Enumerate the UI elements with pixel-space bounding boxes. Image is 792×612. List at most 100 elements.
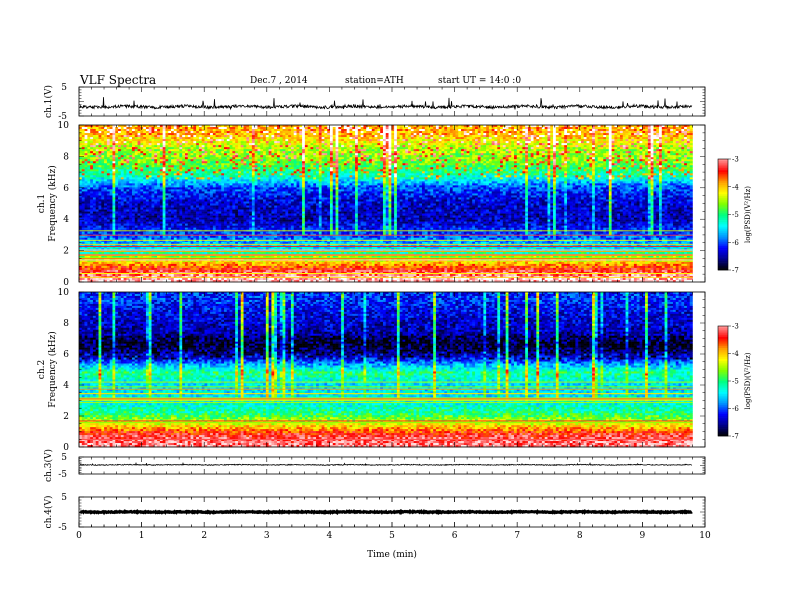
spectrogram-cell <box>252 141 255 143</box>
spectrogram-cell <box>99 165 102 167</box>
spectrogram-cell <box>483 143 486 145</box>
spectrogram-cell <box>578 137 581 139</box>
spectrogram-cell <box>132 141 135 143</box>
spectrogram-cell <box>380 131 383 133</box>
spectrogram-cell <box>483 165 486 167</box>
spectrogram-cell <box>455 151 458 153</box>
spectrogram-cell <box>483 141 486 143</box>
spectrogram-cell <box>154 149 157 151</box>
spectrogram-cell <box>244 153 247 155</box>
spectrogram-cell <box>333 145 336 147</box>
spectrogram-cell <box>439 131 442 133</box>
spectrogram-cell <box>322 137 325 139</box>
spectrogram-cell <box>238 129 241 131</box>
spectrogram-cell <box>547 149 550 151</box>
spectrogram-cell <box>433 165 436 167</box>
spectrogram-cell <box>620 149 623 151</box>
spectrogram-cell <box>126 147 129 149</box>
spectrogram-cell <box>246 149 249 151</box>
spectrogram-cell <box>511 131 514 133</box>
spectrogram-cell <box>581 163 584 165</box>
spectrogram-cell <box>338 127 341 129</box>
spectrogram-cell <box>587 149 590 151</box>
spectrogram-cell <box>193 163 196 165</box>
spectrogram-cell <box>606 137 609 139</box>
spectrogram-cell <box>230 147 233 149</box>
spectrogram-cell <box>171 137 174 139</box>
spectrogram-cell <box>232 165 235 167</box>
spectrogram-cell <box>433 135 436 137</box>
spectrogram-cell <box>90 161 93 163</box>
spectrogram-cell <box>436 159 439 161</box>
spectrogram-cell <box>645 137 648 139</box>
spectrogram-cell <box>363 133 366 135</box>
spectrogram-cell <box>419 135 422 137</box>
spectrogram-cell <box>676 133 679 135</box>
spectrogram-cell <box>642 147 645 149</box>
spectrogram-cell <box>391 161 394 163</box>
spectrogram-cell <box>408 129 411 131</box>
spectrogram-cell <box>135 139 138 141</box>
spectrogram-cell <box>517 149 520 151</box>
spectrogram-cell <box>216 143 219 145</box>
spectrogram-cell <box>165 159 168 161</box>
spectrogram-cell <box>517 145 520 147</box>
spectrogram-cell <box>305 147 308 149</box>
spectrogram-cell <box>302 165 305 167</box>
spectrogram-cell <box>389 161 392 163</box>
spectrogram-cell <box>143 143 146 145</box>
spectrogram-cell <box>149 157 152 159</box>
spectrogram-cell <box>508 131 511 133</box>
spectrogram-cell <box>143 151 146 153</box>
spectrogram-cell <box>297 135 300 137</box>
spectrogram-cell <box>93 135 96 137</box>
spectrogram-cell <box>336 163 339 165</box>
spectrogram-cell <box>324 151 327 153</box>
spectrogram-cell <box>99 127 102 129</box>
spectrogram-cell <box>288 155 291 157</box>
spectrogram-cell <box>238 137 241 139</box>
spectrogram-cell <box>600 145 603 147</box>
spectrogram-cell <box>681 127 684 129</box>
spectrogram-cell <box>500 147 503 149</box>
spectrogram-cell <box>522 133 525 135</box>
spectrogram-cell <box>598 143 601 145</box>
spectrogram-cell <box>439 157 442 159</box>
spectrogram-cell <box>500 127 503 129</box>
spectrogram-cell <box>112 159 115 161</box>
spectrogram-cell <box>483 159 486 161</box>
spectrogram-cell <box>673 131 676 133</box>
spectrogram-cell <box>478 129 481 131</box>
spectrogram-cell <box>589 161 592 163</box>
spectrogram-cell <box>369 135 372 137</box>
spectrogram-cell <box>614 163 617 165</box>
spectrogram-cell <box>207 147 210 149</box>
spectrogram-cell <box>575 129 578 131</box>
spectrogram-cell <box>319 159 322 161</box>
spectrogram-cell <box>389 159 392 161</box>
spectrogram-cell <box>450 139 453 141</box>
spectrogram-cell <box>207 151 210 153</box>
spectrogram-cell <box>257 127 260 129</box>
spectrogram-cell <box>653 129 656 131</box>
spectrogram-cell <box>257 161 260 163</box>
spectrogram-cell <box>93 153 96 155</box>
spectrogram-cell <box>138 143 141 145</box>
spectrogram-cell <box>425 155 428 157</box>
spectrogram-cell <box>570 147 573 149</box>
spectrogram-cell <box>394 163 397 165</box>
spectrogram-cell <box>400 159 403 161</box>
spectrogram-cell <box>333 127 336 129</box>
spectrogram-cell <box>656 163 659 165</box>
spectrogram-cell <box>534 127 537 129</box>
spectrogram-cell <box>475 155 478 157</box>
spectrogram-cell <box>645 145 648 147</box>
spectrogram-cell <box>631 137 634 139</box>
spectrogram-cell <box>352 127 355 129</box>
spectrogram-cell <box>165 153 168 155</box>
spectrogram-cell <box>216 157 219 159</box>
spectrogram-cell <box>375 133 378 135</box>
spectrogram-cell <box>475 135 478 137</box>
spectrogram-cell <box>241 133 244 135</box>
spectrogram-cell <box>553 135 556 137</box>
